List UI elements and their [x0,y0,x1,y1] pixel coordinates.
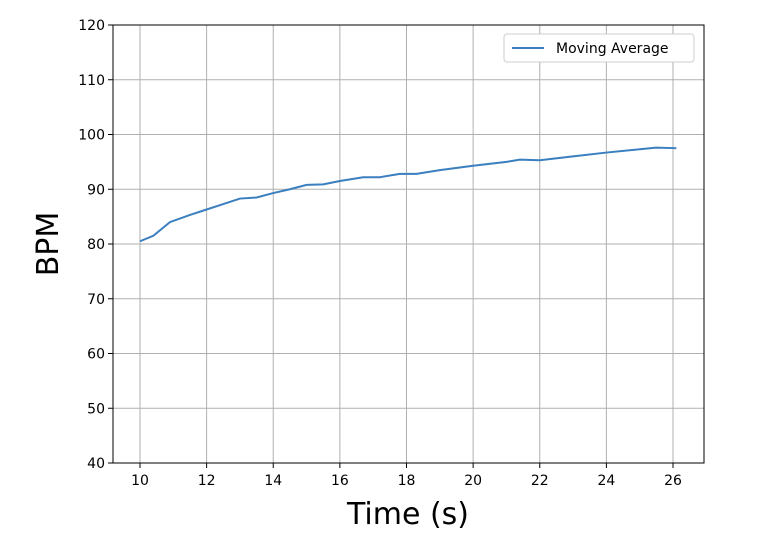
x-tick-label: 20 [464,473,482,489]
x-tick-label: 16 [331,473,349,489]
y-tick-label: 90 [87,182,105,198]
x-tick-label: 14 [264,473,282,489]
y-tick-label: 120 [78,18,105,34]
plot-frame [112,24,705,464]
x-tick-label: 24 [597,473,615,489]
y-tick-label: 110 [78,73,105,89]
x-tick-label: 12 [198,473,216,489]
y-tick-label: 100 [78,128,105,144]
y-tick-label: 80 [87,237,105,253]
y-tick-label: 70 [87,292,105,308]
y-tick-label: 60 [87,347,105,363]
legend-box [503,33,695,63]
y-tick-label: 40 [87,456,105,472]
x-tick-label: 18 [398,473,416,489]
y-tick-label: 50 [87,401,105,417]
x-tick-label: 22 [531,473,549,489]
legend-label: Moving Average [556,41,669,57]
x-tick-label: 26 [664,473,682,489]
y-axis-label: BPM [31,212,66,277]
data-line [139,146,677,243]
x-axis-label: Time (s) [346,497,469,532]
x-tick-label: 10 [131,473,149,489]
